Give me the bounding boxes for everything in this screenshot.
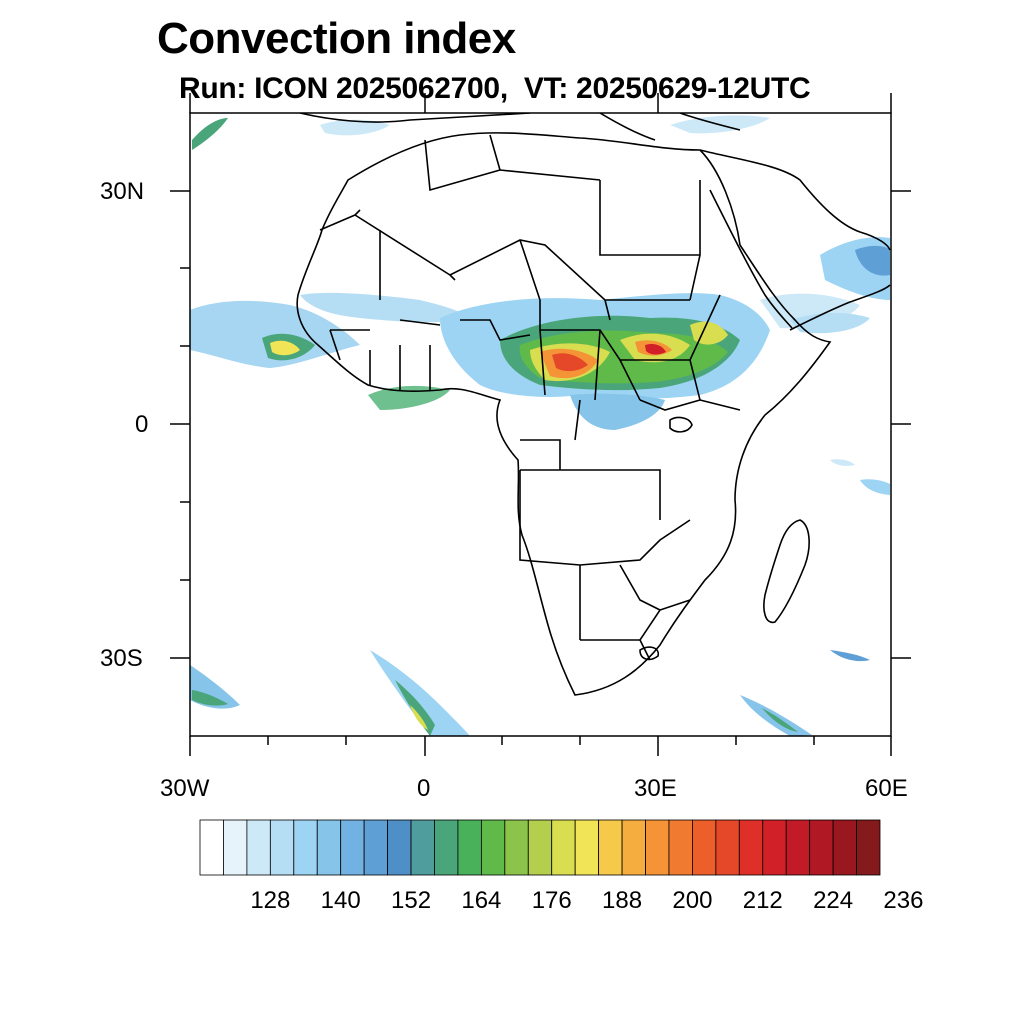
colorbar-swatch xyxy=(434,819,459,876)
lesotho-border xyxy=(639,646,660,661)
x-tick-label: 30E xyxy=(634,775,677,802)
colorbar-swatch xyxy=(340,819,365,876)
africa-coastline xyxy=(296,132,832,696)
madagascar-coastline xyxy=(763,519,810,624)
colorbar-swatch xyxy=(316,819,342,876)
colorbar-label: 164 xyxy=(461,887,502,914)
y-tick-label: 30N xyxy=(100,178,145,205)
field-mid xyxy=(570,393,665,430)
colorbar-label: 200 xyxy=(672,887,713,914)
lake-victoria xyxy=(669,416,693,433)
field-light xyxy=(740,695,812,736)
colorbar-swatch xyxy=(856,819,881,876)
colorbar-swatch xyxy=(223,819,248,876)
colorbar-swatch xyxy=(645,819,670,876)
field-light xyxy=(860,479,890,495)
colorbar-swatch xyxy=(457,819,482,876)
field-green xyxy=(192,118,228,150)
colorbar xyxy=(199,819,881,876)
colorbar-swatch xyxy=(715,819,740,876)
field-light xyxy=(370,650,470,736)
colorbar-label: 152 xyxy=(391,887,432,914)
colorbar-label: 236 xyxy=(883,887,924,914)
field-light xyxy=(368,385,450,410)
colorbar-swatch xyxy=(199,819,224,876)
colorbar-swatch xyxy=(785,819,811,876)
field-red xyxy=(645,343,666,355)
colorbar-swatch xyxy=(809,819,834,876)
colorbar-swatch xyxy=(762,819,787,876)
y-tick-label: 0 xyxy=(135,411,149,438)
field-mid xyxy=(395,680,435,736)
y-tick-label: 30S xyxy=(100,645,143,672)
colorbar-swatch xyxy=(363,819,388,876)
colorbar-swatch xyxy=(387,819,412,876)
colorbar-swatch xyxy=(504,819,529,876)
colorbar-swatch xyxy=(692,819,717,876)
country-borders xyxy=(319,134,741,661)
field-light xyxy=(320,119,390,136)
chart-title: Convection index xyxy=(157,14,516,63)
colorbar-swatch xyxy=(269,819,295,876)
field-mid xyxy=(762,708,798,732)
colorbar-label: 128 xyxy=(250,887,291,914)
field-yellow xyxy=(410,705,428,730)
x-tick-label: 60E xyxy=(865,775,908,802)
colorbar-swatch xyxy=(246,819,271,876)
colorbar-label: 224 xyxy=(813,887,854,914)
colorbar-label: 140 xyxy=(320,887,361,914)
colorbar-label: 212 xyxy=(742,887,783,914)
colorbar-swatch xyxy=(293,819,318,876)
field-red xyxy=(552,353,588,372)
x-tick-label: 30W xyxy=(160,775,210,802)
red-sea-coast xyxy=(709,189,793,329)
europe-coastline xyxy=(299,113,741,141)
field-mid xyxy=(192,690,228,706)
axis-ticks xyxy=(170,93,911,756)
colorbar-swatch xyxy=(480,819,506,876)
colorbar-swatch xyxy=(410,819,435,876)
colorbar-swatch xyxy=(574,819,600,876)
colorbar-swatch xyxy=(621,819,646,876)
colorbar-swatch xyxy=(738,819,764,876)
map-frame xyxy=(189,112,892,737)
field-light xyxy=(300,292,470,323)
colorbar-swatch xyxy=(551,819,576,876)
colorbar-swatch xyxy=(598,819,623,876)
field-light xyxy=(790,312,870,334)
field-high xyxy=(270,340,300,356)
field-light xyxy=(830,459,855,466)
field-mid xyxy=(855,245,890,276)
chart-subtitle: Run: ICON 2025062700, VT: 20250629-12UTC xyxy=(179,72,811,105)
colorbar-label: 188 xyxy=(602,887,643,914)
arabia-coastline xyxy=(699,149,891,331)
x-tick-label: 0 xyxy=(417,775,431,802)
colorbar-swatch xyxy=(832,819,857,876)
coastline-layer xyxy=(296,113,891,696)
field-light xyxy=(830,650,870,662)
field-layer xyxy=(190,115,890,736)
colorbar-swatch xyxy=(668,819,693,876)
colorbar-swatch xyxy=(527,819,553,876)
colorbar-label: 176 xyxy=(531,887,572,914)
